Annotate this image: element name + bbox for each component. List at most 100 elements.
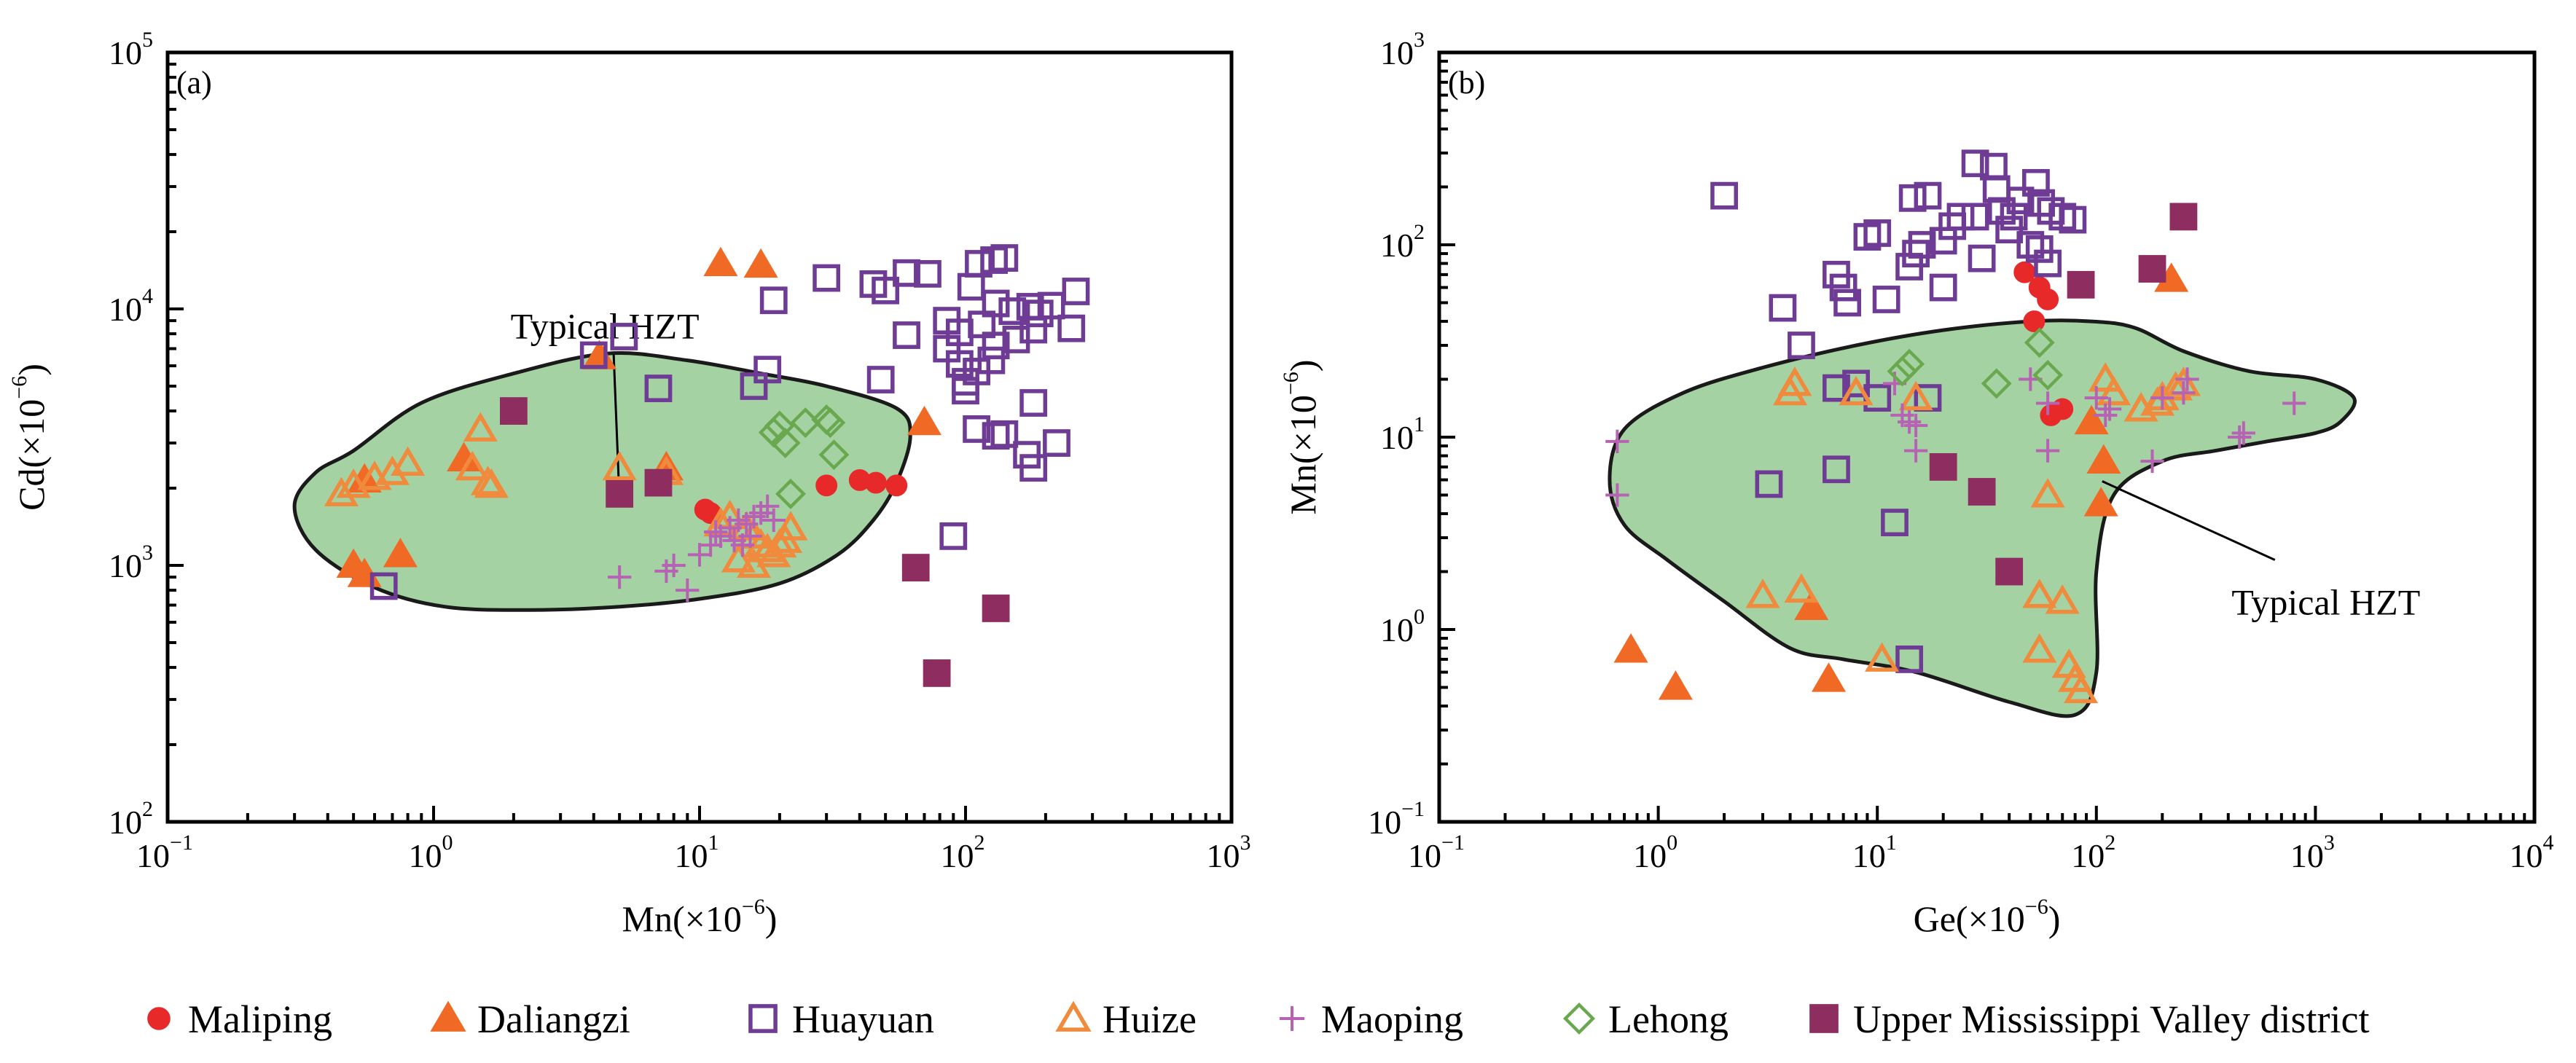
point-upper-mississippi-valley-district — [1968, 478, 1996, 506]
point-huayuan — [982, 332, 1010, 360]
y-axis-label-close: ) — [1283, 360, 1323, 372]
y-axis-label-main: Cd(×10 — [11, 399, 52, 511]
point-daliangzi — [383, 538, 418, 568]
x-tick-base: 10 — [1852, 837, 1886, 874]
point-daliangzi — [907, 405, 941, 436]
y-tick-label: 102 — [1380, 220, 1425, 264]
point-huayuan — [1914, 181, 1942, 210]
point-upper-mississippi-valley-district — [1995, 557, 2024, 586]
point-huayuan — [893, 321, 920, 349]
point-huize — [336, 468, 371, 498]
series-upper-mississippi-valley-district — [499, 397, 1010, 687]
x-tick-exp: 3 — [2324, 831, 2335, 855]
y-axis-label: Cd(×10−6) — [7, 364, 52, 511]
point-daliangzi — [1658, 670, 1693, 700]
point-huayuan — [1037, 291, 1065, 320]
point-huayuan — [2034, 249, 2062, 278]
point-huize — [762, 527, 797, 558]
y-tick-exp: 3 — [142, 541, 153, 565]
x-tick-exp: 2 — [974, 831, 985, 855]
point-huize — [1865, 642, 1900, 672]
point-huayuan — [977, 346, 1006, 374]
point-huayuan — [369, 572, 398, 600]
y-tick-label: 102 — [109, 797, 153, 841]
point-maoping — [1605, 429, 1629, 454]
legend-marker-huayuan — [748, 1004, 778, 1033]
point-huize — [2030, 478, 2065, 508]
legend-marker-huize — [1055, 1000, 1092, 1032]
point-huize — [2064, 673, 2099, 704]
x-tick-base: 10 — [2510, 837, 2543, 874]
point-huayuan — [1968, 244, 1996, 272]
series-huize — [1745, 362, 2201, 704]
series-huayuan — [1710, 149, 2087, 673]
typical-hzt-field — [1608, 318, 2357, 718]
point-huayuan — [945, 350, 974, 378]
ticks — [1438, 51, 2536, 823]
annotation-leader — [612, 354, 621, 501]
x-axis-label-close: ) — [2048, 898, 2061, 939]
legend-marker-upper-mississippi-valley-district — [1809, 1004, 1839, 1033]
point-daliangzi — [703, 246, 738, 277]
point-huize — [736, 548, 772, 578]
point-lehong — [1981, 368, 2012, 399]
point-huayuan — [963, 415, 991, 443]
point-upper-mississippi-valley-district — [2138, 255, 2166, 283]
point-maoping — [1903, 413, 1928, 438]
point-maoping — [662, 553, 686, 578]
legend-marker-maoping — [1279, 1005, 1305, 1032]
y-tick-label: 103 — [1380, 28, 1425, 71]
point-maliping — [885, 474, 908, 497]
point-upper-mississippi-valley-district — [2067, 270, 2095, 299]
x-tick-exp: 0 — [442, 831, 453, 855]
point-huayuan — [2022, 169, 2050, 197]
y-tick-exp: −1 — [1401, 797, 1425, 821]
point-maoping — [2094, 403, 2118, 428]
point-huayuan — [759, 286, 788, 315]
x-tick-base: 10 — [675, 837, 708, 874]
point-maliping — [2023, 310, 2045, 333]
x-tick-label: 102 — [2071, 831, 2115, 874]
legend-marker-daliangzi — [430, 1000, 466, 1032]
point-huayuan — [1019, 389, 1048, 417]
point-huize — [2097, 375, 2131, 406]
y-tick-label: 103 — [109, 541, 153, 584]
point-maoping — [2084, 385, 2108, 410]
series-upper-mississippi-valley-district — [1929, 203, 2198, 586]
point-upper-mississippi-valley-district — [606, 479, 634, 508]
legend-label-daliangzi: Daliangzi — [477, 997, 630, 1041]
x-axis-label-main: Mn(×10 — [622, 898, 742, 939]
point-huayuan — [968, 310, 996, 339]
point-huayuan — [1895, 645, 1924, 673]
annotation-label: Typical HZT — [511, 306, 700, 347]
x-axis-label-close: ) — [765, 898, 778, 939]
point-huayuan — [579, 341, 608, 369]
point-huayuan — [952, 377, 979, 405]
y-axis-label-main: Mn(×10 — [1283, 395, 1323, 514]
point-huayuan — [1769, 294, 1797, 322]
x-tick-base: 10 — [1408, 837, 1441, 874]
point-huayuan — [1788, 332, 1815, 359]
point-huayuan — [2059, 205, 2087, 234]
legend-label-upper-mississippi-valley-district: Upper Mississippi Valley district — [1853, 997, 2370, 1041]
y-tick-base: 10 — [1380, 34, 1414, 71]
legend-label-huize: Huize — [1103, 997, 1197, 1041]
point-maoping — [2140, 449, 2164, 474]
legend-label-maliping: Maliping — [188, 997, 332, 1041]
y-axis-label-exp: −6 — [1279, 372, 1303, 395]
y-tick-base: 10 — [1380, 227, 1414, 264]
x-tick-exp: 4 — [2543, 831, 2554, 855]
y-axis-label-close: ) — [11, 364, 52, 376]
point-huize — [1777, 366, 1812, 396]
point-huayuan — [1863, 219, 1892, 247]
y-tick-exp: 4 — [142, 284, 153, 308]
point-maoping — [2150, 385, 2174, 410]
x-tick-exp: 1 — [1886, 831, 1897, 855]
point-upper-mississippi-valley-district — [2169, 203, 2198, 231]
x-tick-base: 10 — [2290, 837, 2324, 874]
series-maliping — [2013, 261, 2074, 426]
y-axis-label-exp: −6 — [7, 376, 31, 399]
point-maliping — [864, 471, 887, 494]
series-huayuan — [369, 244, 1090, 600]
panel-label: (b) — [1448, 65, 1485, 101]
